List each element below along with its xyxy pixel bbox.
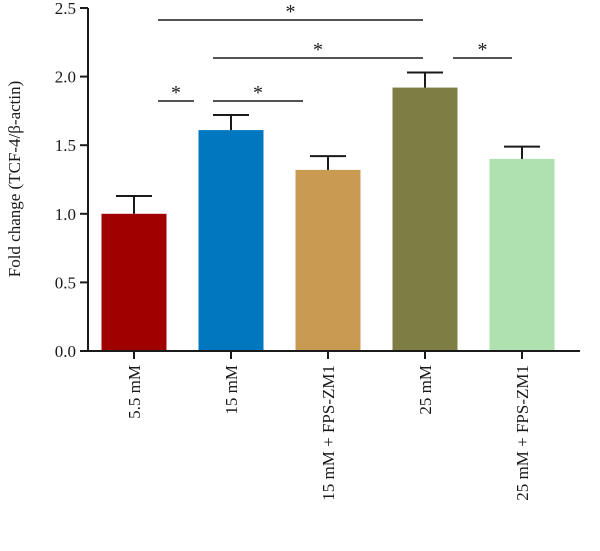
bar-1 [101,213,167,351]
bar-3 [295,169,361,351]
sig-label-5: * [253,82,263,104]
y-tick-label-4: 2.0 [55,68,76,87]
sig-label-2: * [313,39,323,61]
x-tick-label-3: 15 mM + FPS-ZM1 [319,365,338,501]
error-bars-group [116,71,540,214]
bar-2 [198,130,264,351]
x-tick-label-2: 15 mM [222,365,241,415]
y-tick-label-2: 1.0 [55,205,76,224]
y-axis-title: Fold change (TCF-4/β-actin) [5,81,24,278]
x-tick-label-1: 5.5 mM [125,365,144,419]
sig-label-3: * [478,39,488,61]
y-tick-label-1: 0.5 [55,273,76,292]
significance-group: * * * * * [158,1,512,104]
y-tick-label-5: 2.5 [55,0,76,18]
x-tick-label-4: 25 mM [416,365,435,415]
y-axis: 0.0 0.5 1.0 1.5 2.0 2.5 [55,0,89,361]
y-tick-label-3: 1.5 [55,136,76,155]
x-axis: 5.5 mM 15 mM 15 mM + FPS-ZM1 25 mM 25 mM + F… [88,350,580,501]
y-tick-label-0: 0.0 [55,342,76,361]
bars-group [101,87,555,352]
sig-label-4: * [171,82,181,104]
sig-label-1: * [286,1,296,23]
x-tick-label-5: 25 mM + FPS-ZM1 [513,365,532,501]
bar-4 [392,87,458,352]
bar-5 [489,158,555,351]
